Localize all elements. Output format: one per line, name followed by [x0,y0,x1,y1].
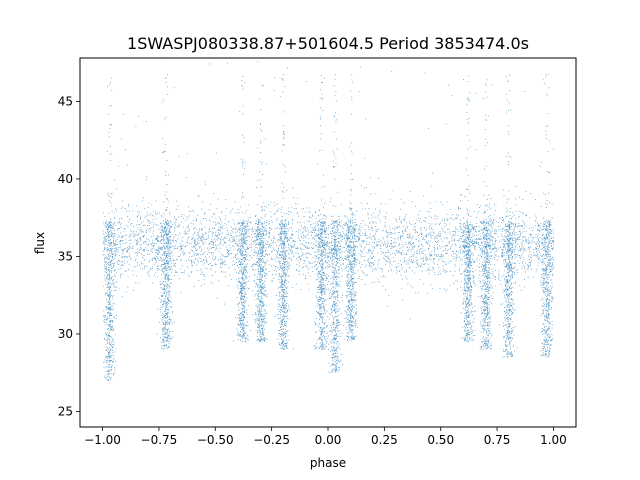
x-tick-label: 0.50 [427,433,454,447]
x-tick-label: 0.00 [315,433,342,447]
x-axis: −1.00 −0.75 −0.50 −0.25 0.00 0.25 0.50 0.75 1.00 [84,427,567,447]
y-axis-label: flux [33,232,47,254]
y-tick-label: 35 [58,249,73,263]
y-tick-label: 25 [58,404,73,418]
x-tick-label: −0.25 [253,433,290,447]
x-tick-label: −1.00 [84,433,121,447]
x-tick-label: 0.75 [484,433,511,447]
y-axis: 25 30 35 40 45 [58,94,80,418]
y-tick-label: 40 [58,172,73,186]
x-tick-label: −0.50 [197,433,234,447]
y-tick-label: 45 [58,94,73,108]
y-tick-label: 30 [58,327,73,341]
x-tick-label: 0.25 [371,433,398,447]
scatter-points [102,57,555,381]
chart-title: 1SWASPJ080338.87+501604.5 Period 3853474… [127,34,529,53]
x-axis-label: phase [310,456,346,470]
x-tick-label: 1.00 [540,433,567,447]
flux-points [102,57,555,381]
x-tick-label: −0.75 [141,433,178,447]
